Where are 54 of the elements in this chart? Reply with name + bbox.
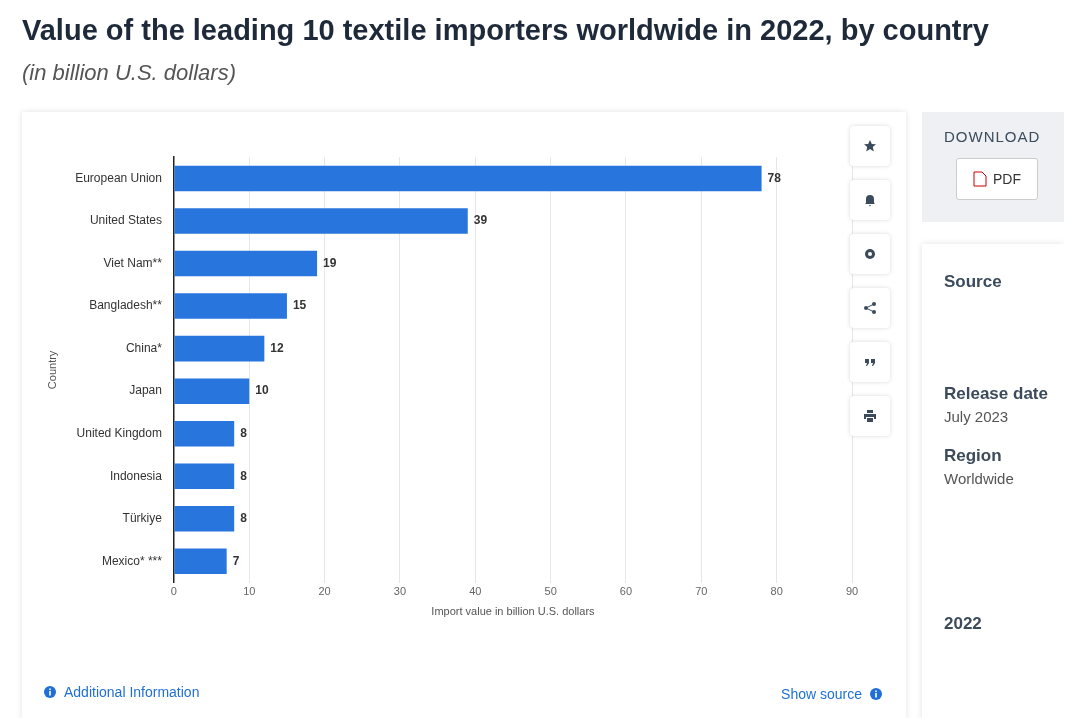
bar [174, 506, 235, 532]
data-label: 10 [255, 383, 269, 398]
y-tick-label: Indonesia [109, 468, 163, 483]
x-tick-label: 20 [318, 585, 331, 598]
y-tick-label: United States [89, 213, 162, 228]
bar [174, 378, 250, 404]
y-tick-label: United Kingdom [76, 426, 162, 441]
bar [174, 293, 287, 319]
text: Show source [781, 686, 862, 702]
x-tick-label: 90 [845, 585, 859, 598]
data-label: 19 [323, 255, 337, 270]
x-tick-label: 30 [393, 585, 407, 598]
x-tick-label: 80 [770, 585, 783, 598]
y-tick-label: Bangladesh** [89, 298, 163, 313]
x-tick-label: 70 [695, 585, 708, 598]
bar [174, 165, 762, 192]
text: DOWNLOAD [944, 128, 1041, 145]
text: Release date [944, 384, 1048, 404]
data-label: 78 [767, 170, 782, 185]
data-label: 8 [240, 511, 248, 526]
x-tick-label: 0 [170, 585, 177, 598]
x-tick-label: 10 [243, 585, 256, 598]
chart-subtitle: (in billion U.S. dollars) [22, 60, 236, 86]
y-tick-label: China* [125, 340, 163, 355]
text: Region [944, 446, 1002, 466]
data-label: 8 [240, 468, 248, 483]
y-tick-label: European Union [75, 170, 162, 185]
y-tick-label: Viet Nam** [103, 255, 163, 270]
text: PDF [956, 158, 1038, 200]
bar [174, 250, 318, 277]
bar [174, 548, 227, 575]
data-label: 8 [240, 426, 248, 441]
x-tick-label: 40 [469, 585, 482, 598]
text: 2022 [944, 614, 982, 634]
bar [174, 335, 265, 362]
text: Additional Information [64, 684, 200, 700]
text: Source [944, 272, 1002, 292]
data-label: 39 [473, 213, 488, 228]
bar [174, 208, 468, 234]
data-label: 7 [232, 553, 240, 568]
data-label: 12 [270, 340, 285, 355]
chart-title: Value of the leading 10 textile importers worldwide in 2022, by country [22, 14, 989, 47]
bar [174, 463, 235, 490]
x-axis-title: Import value in billion U.S. dollars [431, 605, 596, 618]
y-tick-label: Türkiye [122, 511, 163, 526]
x-tick-label: 60 [619, 585, 633, 598]
text: Worldwide [944, 470, 1014, 487]
y-axis-title: Country [45, 350, 58, 390]
text: July 2023 [944, 408, 1009, 425]
data-label: 15 [292, 298, 307, 313]
y-tick-label: Japan [129, 383, 162, 398]
bar [174, 420, 235, 447]
x-tick-label: 50 [544, 585, 557, 598]
y-tick-label: Mexico* *** [101, 553, 163, 568]
